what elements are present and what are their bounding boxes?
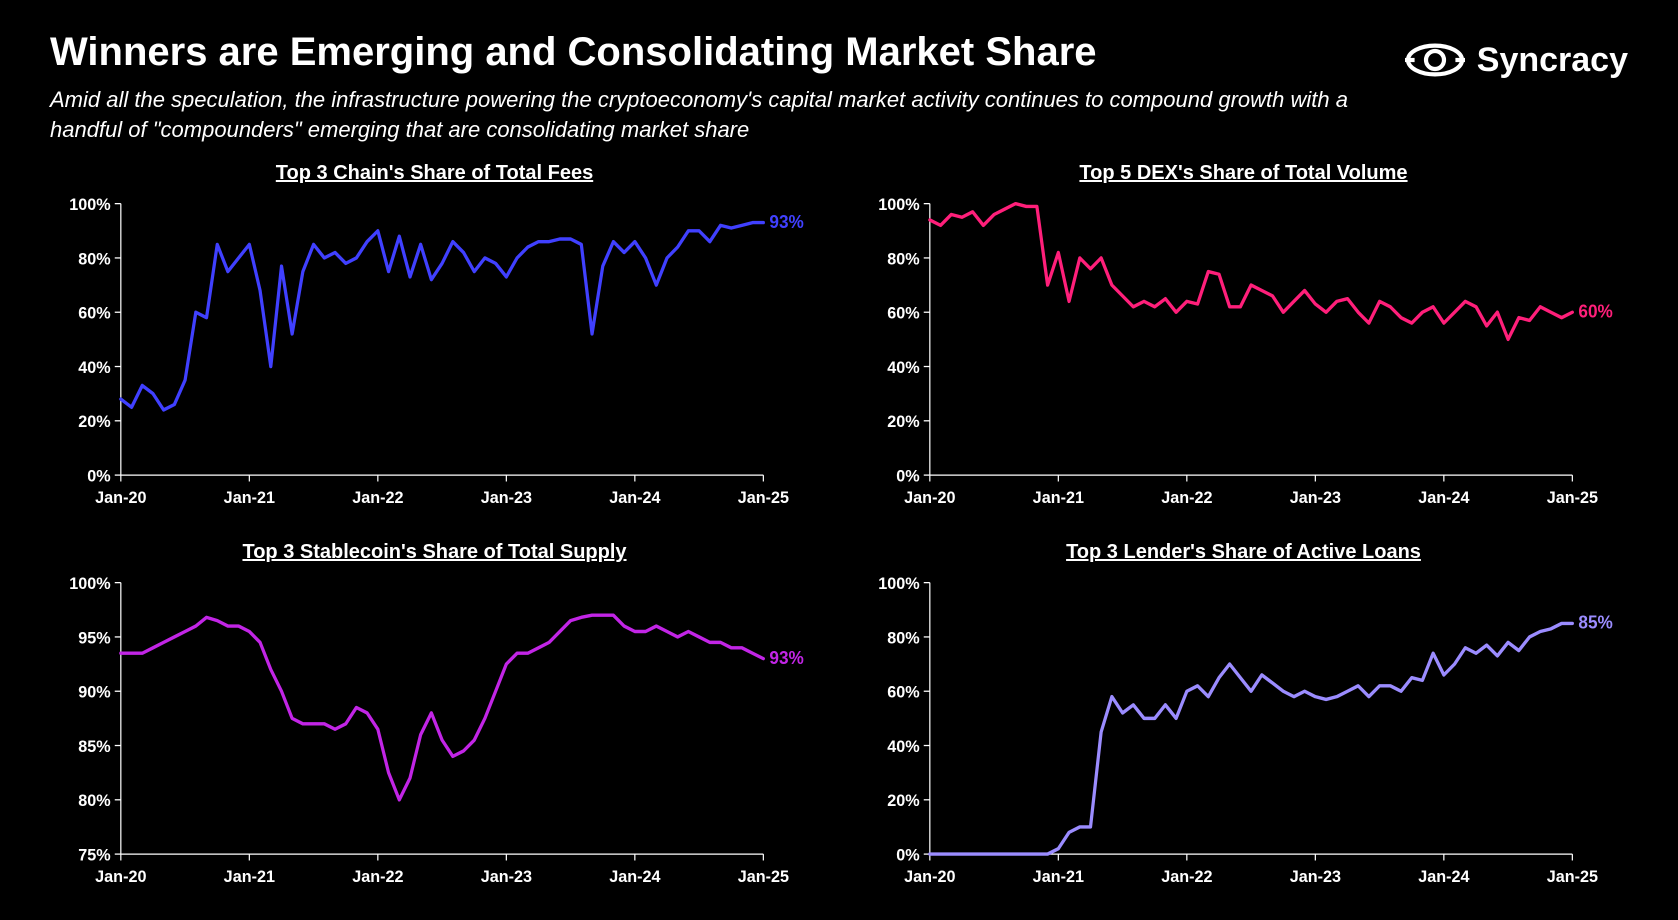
chart-area-fees: 0% 20% 40% 60% 80% 100% Jan-20 Jan-21 Jan-22 Jan-… bbox=[50, 193, 819, 523]
svg-text:75%: 75% bbox=[78, 845, 111, 864]
chart-title: Top 5 DEX's Share of Total Volume bbox=[859, 162, 1628, 185]
svg-text:85%: 85% bbox=[1578, 613, 1613, 634]
svg-text:0%: 0% bbox=[896, 845, 920, 864]
chart-grid: Top 3 Chain's Share of Total Fees 0% 20% 4… bbox=[50, 162, 1628, 902]
svg-text:60%: 60% bbox=[1578, 302, 1613, 323]
svg-text:60%: 60% bbox=[78, 304, 111, 323]
page-header: Winners are Emerging and Consolidating M… bbox=[50, 30, 1628, 144]
svg-text:Jan-20: Jan-20 bbox=[95, 867, 146, 886]
svg-text:100%: 100% bbox=[878, 195, 920, 214]
page-title: Winners are Emerging and Consolidating M… bbox=[50, 30, 1405, 75]
svg-text:Jan-20: Jan-20 bbox=[95, 488, 146, 507]
chart-area-dex: 0% 20% 40% 60% 80% 100% Jan-20 Jan-21 Jan-22 Jan-… bbox=[859, 193, 1628, 523]
svg-text:Jan-21: Jan-21 bbox=[1033, 488, 1084, 507]
chart-title: Top 3 Stablecoin's Share of Total Supply bbox=[50, 541, 819, 564]
svg-text:Jan-25: Jan-25 bbox=[738, 867, 789, 886]
page-subtitle: Amid all the speculation, the infrastruc… bbox=[50, 85, 1405, 144]
title-block: Winners are Emerging and Consolidating M… bbox=[50, 30, 1405, 144]
svg-text:Jan-24: Jan-24 bbox=[609, 867, 661, 886]
svg-text:40%: 40% bbox=[887, 737, 920, 756]
svg-text:Jan-25: Jan-25 bbox=[738, 488, 789, 507]
svg-text:Jan-21: Jan-21 bbox=[1033, 867, 1084, 886]
svg-text:Jan-22: Jan-22 bbox=[1161, 867, 1212, 886]
svg-text:Jan-23: Jan-23 bbox=[1290, 488, 1341, 507]
svg-text:20%: 20% bbox=[887, 791, 920, 810]
svg-text:100%: 100% bbox=[69, 195, 111, 214]
svg-text:100%: 100% bbox=[69, 574, 111, 593]
svg-text:93%: 93% bbox=[769, 648, 804, 669]
svg-text:Jan-21: Jan-21 bbox=[224, 488, 275, 507]
chart-area-lender: 0% 20% 40% 60% 80% 100% Jan-20 Jan-21 Jan-22 Jan-… bbox=[859, 572, 1628, 902]
chart-cell-fees: Top 3 Chain's Share of Total Fees 0% 20% 4… bbox=[50, 162, 819, 523]
svg-text:Jan-21: Jan-21 bbox=[224, 867, 275, 886]
chart-title: Top 3 Chain's Share of Total Fees bbox=[50, 162, 819, 185]
svg-text:Jan-22: Jan-22 bbox=[352, 488, 403, 507]
svg-text:85%: 85% bbox=[78, 737, 111, 756]
svg-text:Jan-25: Jan-25 bbox=[1547, 488, 1598, 507]
svg-text:93%: 93% bbox=[769, 212, 804, 233]
svg-text:20%: 20% bbox=[78, 412, 111, 431]
svg-text:20%: 20% bbox=[887, 412, 920, 431]
svg-text:Jan-20: Jan-20 bbox=[904, 488, 955, 507]
svg-text:Jan-22: Jan-22 bbox=[352, 867, 403, 886]
chart-cell-lender: Top 3 Lender's Share of Active Loans 0% 2… bbox=[859, 541, 1628, 902]
svg-text:Jan-22: Jan-22 bbox=[1161, 488, 1212, 507]
eye-icon bbox=[1405, 30, 1465, 90]
svg-text:Jan-24: Jan-24 bbox=[1418, 867, 1470, 886]
svg-text:80%: 80% bbox=[78, 791, 111, 810]
svg-text:80%: 80% bbox=[887, 249, 920, 268]
svg-text:60%: 60% bbox=[887, 683, 920, 702]
svg-text:40%: 40% bbox=[78, 358, 111, 377]
svg-text:Jan-23: Jan-23 bbox=[481, 867, 532, 886]
svg-text:Jan-20: Jan-20 bbox=[904, 867, 955, 886]
svg-text:95%: 95% bbox=[78, 628, 111, 647]
svg-text:40%: 40% bbox=[887, 358, 920, 377]
svg-text:60%: 60% bbox=[887, 304, 920, 323]
chart-area-stablecoin: 75% 80% 85% 90% 95% 100% Jan-20 Jan-21 Jan-22 Jan… bbox=[50, 572, 819, 902]
svg-text:Jan-24: Jan-24 bbox=[1418, 488, 1470, 507]
svg-text:80%: 80% bbox=[887, 628, 920, 647]
svg-text:Jan-24: Jan-24 bbox=[609, 488, 661, 507]
brand-logo: Syncracy bbox=[1405, 30, 1628, 90]
svg-text:Jan-25: Jan-25 bbox=[1547, 867, 1598, 886]
brand-name: Syncracy bbox=[1477, 41, 1628, 80]
svg-text:Jan-23: Jan-23 bbox=[1290, 867, 1341, 886]
svg-text:0%: 0% bbox=[896, 466, 920, 485]
chart-cell-stablecoin: Top 3 Stablecoin's Share of Total Supply… bbox=[50, 541, 819, 902]
svg-text:80%: 80% bbox=[78, 249, 111, 268]
chart-cell-dex: Top 5 DEX's Share of Total Volume 0% 20% 4… bbox=[859, 162, 1628, 523]
svg-text:90%: 90% bbox=[78, 683, 111, 702]
svg-text:100%: 100% bbox=[878, 574, 920, 593]
svg-text:Jan-23: Jan-23 bbox=[481, 488, 532, 507]
chart-title: Top 3 Lender's Share of Active Loans bbox=[859, 541, 1628, 564]
svg-text:0%: 0% bbox=[87, 466, 111, 485]
